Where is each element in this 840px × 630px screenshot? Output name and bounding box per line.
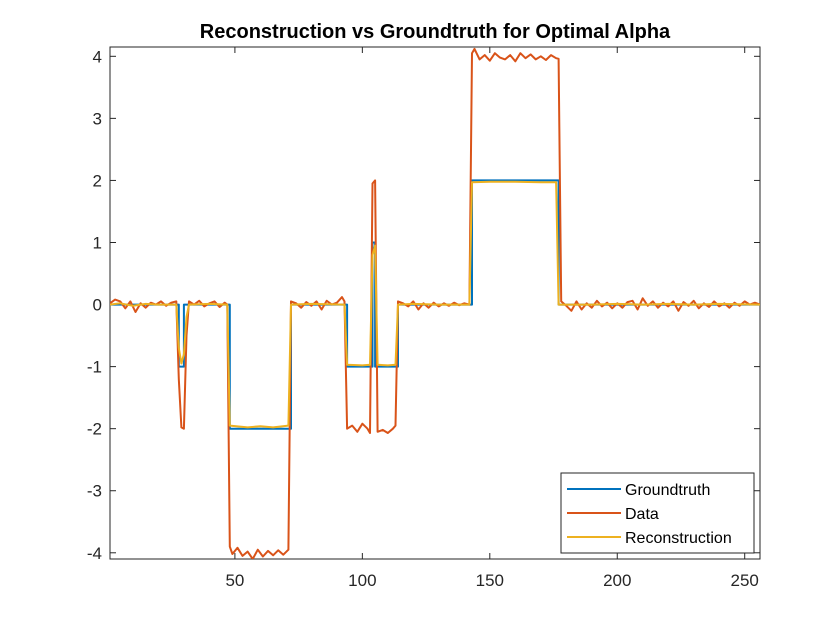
y-tick-label: -4 <box>87 544 102 563</box>
y-tick-label: -2 <box>87 420 102 439</box>
y-axis: -4 -3 -2 -1 0 1 2 3 4 <box>87 47 760 563</box>
y-tick-label: 3 <box>93 109 102 128</box>
y-tick-label: -3 <box>87 482 102 501</box>
x-tick-label: 250 <box>731 571 759 590</box>
x-tick-label: 50 <box>225 571 244 590</box>
series-lines <box>110 47 760 559</box>
legend-items: Groundtruth Data Reconstruction <box>567 482 732 547</box>
x-tick-label: 150 <box>476 571 504 590</box>
y-tick-label: 2 <box>93 171 102 190</box>
x-tick-label: 200 <box>603 571 631 590</box>
y-tick-label: -1 <box>87 358 102 377</box>
legend-label-data: Data <box>625 506 659 523</box>
legend[interactable]: Groundtruth Data Reconstruction <box>560 472 755 554</box>
chart-title: Reconstruction vs Groundtruth for Optima… <box>200 21 671 43</box>
y-tick-label: 4 <box>93 47 102 66</box>
x-axis: 50 100 150 200 250 <box>225 47 759 590</box>
series-line-data <box>110 47 760 559</box>
y-tick-label: 0 <box>93 296 102 315</box>
series-line-reconstruction <box>110 180 760 429</box>
series-line-groundtruth <box>110 179 760 430</box>
legend-label-groundtruth: Groundtruth <box>625 482 710 499</box>
x-tick-label: 100 <box>348 571 376 590</box>
y-tick-label: 1 <box>93 233 102 252</box>
legend-label-reconstruction: Reconstruction <box>625 530 732 547</box>
